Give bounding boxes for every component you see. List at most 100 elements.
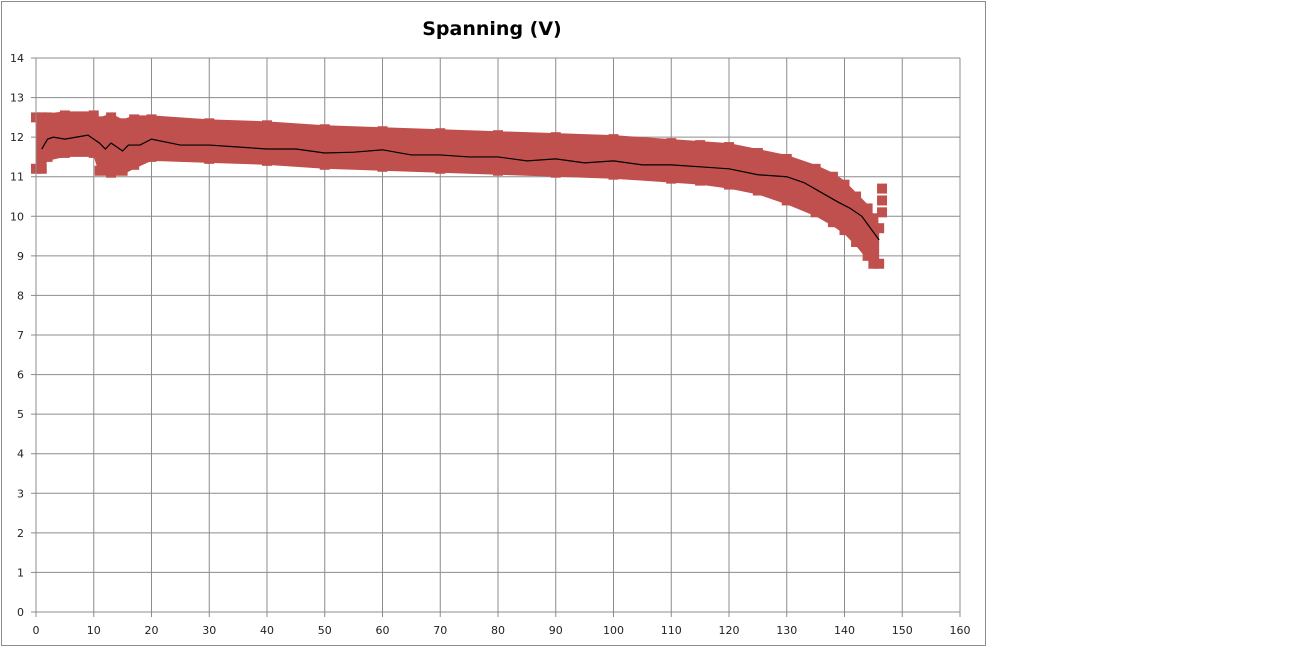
marker-point [781,153,792,164]
y-tick-label: 7 [17,329,24,342]
y-tick-label: 8 [17,289,24,302]
marker-point [435,163,446,174]
marker-point [695,175,706,186]
x-tick-label: 160 [950,624,971,637]
marker-point [106,167,117,178]
marker-point [493,165,503,176]
x-tick-label: 60 [376,624,390,637]
x-tick-label: 110 [661,624,682,637]
x-tick-label: 80 [491,624,505,637]
y-tick-label: 2 [17,527,24,540]
x-tick-label: 40 [260,624,274,637]
marker-point [319,159,330,170]
x-tick-label: 140 [834,624,855,637]
marker-point [874,223,885,234]
marker-point [810,207,821,218]
y-tick-label: 4 [17,448,24,461]
marker-point [868,258,879,269]
marker-point [810,163,821,174]
x-tick-label: 50 [318,624,332,637]
marker-point [377,161,388,172]
marker-point [36,112,47,123]
x-tick-label: 10 [87,624,101,637]
x-tick-label: 20 [145,624,159,637]
y-tick-label: 10 [10,210,24,223]
mean-line-layer [41,134,880,241]
marker-point [435,128,446,139]
marker-point [666,173,677,184]
x-tick-label: 100 [603,624,624,637]
y-tick-label: 1 [17,566,24,579]
marker-point [868,213,879,224]
marker-point [42,112,53,123]
marker-point [550,132,561,143]
x-tick-label: 0 [33,624,40,637]
marker-point [42,151,53,162]
outlier-marker [877,183,888,194]
chart-frame: 0 1 2 3 4 5 6 7 8 9 10 11 12 13 14 0 10 20 30 40 50 60 70 80 90 1… [1,1,986,646]
marker-point [94,165,105,176]
y-tick-label: 5 [17,408,24,421]
mean-line [41,134,880,241]
marker-point [88,147,99,158]
marker-point [377,126,388,137]
marker-point [827,171,838,182]
y-tick-label: 0 [17,606,24,619]
y-tick-label: 9 [17,250,24,263]
marker-point [862,250,873,261]
marker-point [752,185,763,196]
y-tick-label: 11 [10,171,24,184]
marker-point [262,155,272,166]
marker-point [88,110,99,121]
marker-point [146,114,157,125]
x-tick-label: 70 [433,624,447,637]
marker-point [94,116,105,127]
marker-point [550,167,561,178]
marker-point [862,203,873,214]
outlier-marker [877,207,888,218]
marker-point [146,151,157,162]
marker-band [36,111,880,268]
marker-point [129,159,140,170]
marker-point [839,225,850,236]
y-tick-label: 12 [10,131,24,144]
marker-point [666,138,677,149]
marker-point [36,163,47,174]
marker-point [874,258,885,269]
y-tick-label: 14 [10,52,24,65]
marker-point [117,165,128,176]
marker-point [319,124,330,135]
x-tick-label: 120 [719,624,740,637]
chart-title: Spanning (V) [422,18,562,40]
y-tick-label: 6 [17,369,24,382]
marker-point [608,169,619,180]
marker-point [781,195,792,206]
marker-point [752,148,763,159]
marker-point [204,153,215,164]
marker-point [493,130,503,141]
marker-point [106,112,117,123]
x-tick-label: 90 [549,624,563,637]
marker-point [129,114,140,125]
marker-point [204,118,215,129]
y-tick-label: 13 [10,92,24,105]
marker-point [839,179,850,190]
marker-point [608,134,619,145]
marker-point [851,191,862,202]
x-tick-label: 130 [776,624,797,637]
marker-point [59,110,70,121]
marker-point [117,118,128,129]
marker-point [851,236,862,247]
marker-point [695,140,706,151]
x-tick-label: 30 [202,624,216,637]
marker-point [827,217,838,228]
x-tick-label: 150 [892,624,913,637]
marker-point [262,120,272,131]
marker-point [724,142,734,153]
marker-point [724,179,734,190]
marker-point [59,147,70,158]
marker-band-layer [31,110,888,269]
outlier-marker [877,195,888,206]
